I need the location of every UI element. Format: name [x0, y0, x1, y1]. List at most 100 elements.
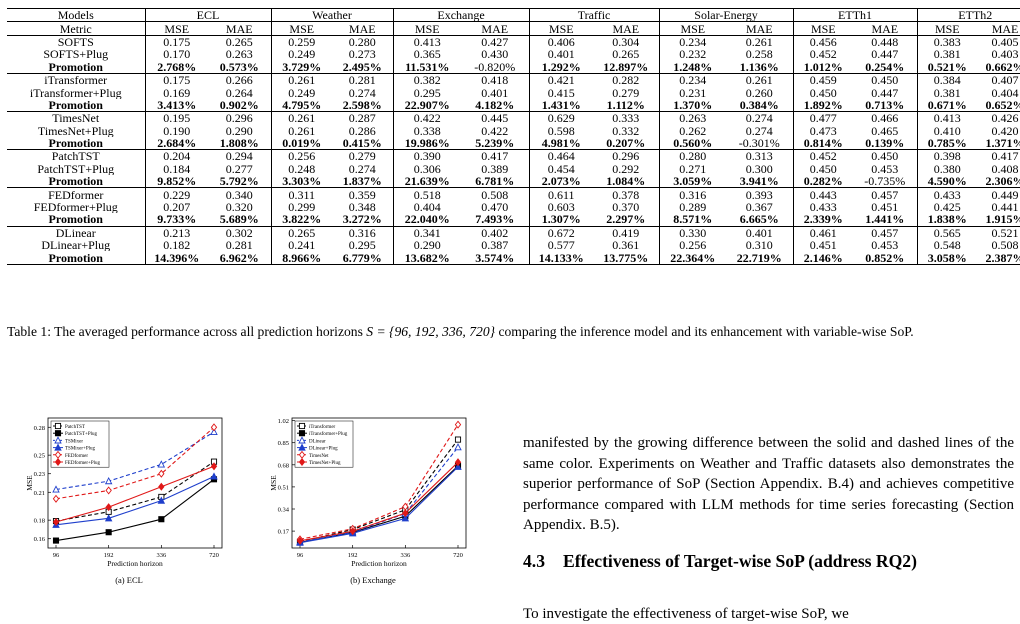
value-cell: 0.393 — [726, 187, 794, 201]
legend-label: DLinear+Plug — [309, 447, 338, 452]
value-cell: 0.289 — [658, 200, 727, 214]
data-point — [349, 527, 356, 536]
value-cell: 0.405 — [977, 34, 1020, 49]
value-cell: 0.422 — [481, 124, 509, 137]
value-cell: 13.682% — [392, 251, 462, 265]
value-cell: 0.402 — [461, 225, 530, 240]
y-tick-label: 0.25 — [34, 453, 45, 460]
value-cell: 0.382 — [392, 72, 462, 87]
value-cell: 3.058% — [916, 251, 978, 265]
legend-marker — [54, 430, 62, 437]
legend-marker — [54, 422, 62, 430]
value-cell: 0.447 — [871, 48, 899, 61]
value-cell: 0.457 — [853, 187, 918, 201]
value-cell: 2.495% — [342, 60, 382, 74]
value-cell: 0.273 — [348, 48, 376, 61]
data-point — [105, 486, 112, 495]
metric-header: MSE — [658, 21, 727, 36]
model-name-cell: TimesNet+Plug — [37, 124, 114, 137]
value-cell: 0.404 — [392, 200, 462, 214]
value-cell: 0.370 — [612, 200, 640, 214]
value-cell: 1.431% — [528, 98, 594, 112]
value-cell: 0.465 — [871, 124, 899, 137]
value-cell: 0.290 — [225, 124, 253, 137]
model-name-cell: iTransformer+Plug — [29, 86, 122, 99]
value-cell: 0.286 — [348, 124, 376, 137]
legend-marker — [54, 457, 62, 467]
value-cell: 0.262 — [658, 124, 727, 137]
value-cell: 0.417 — [461, 149, 530, 163]
plot-frame — [47, 417, 223, 549]
data-point — [210, 472, 218, 480]
data-point — [158, 469, 165, 478]
value-cell: 0.454 — [528, 162, 594, 176]
y-axis-label: MSE — [269, 475, 278, 491]
metric-header: MAE — [726, 21, 794, 36]
value-cell: 0.430 — [481, 48, 509, 61]
y-tick-label: 0.23 — [34, 471, 45, 478]
value-cell: 6.779% — [332, 251, 394, 265]
value-cell: 9.852% — [144, 175, 208, 188]
value-cell: 1.915% — [985, 213, 1020, 227]
data-point — [454, 436, 462, 443]
model-name-cell: Promotion — [48, 98, 103, 112]
value-cell: 1.441% — [865, 213, 905, 227]
series-line — [55, 476, 215, 526]
x-tick-label: 192 — [104, 552, 114, 559]
legend-marker — [54, 443, 62, 451]
data-point — [105, 503, 112, 512]
value-cell: 0.573% — [219, 60, 259, 74]
dataset-header: Solar-Energy — [658, 7, 794, 23]
series-line — [299, 446, 459, 543]
legend-label: iTransformer+Plug — [309, 432, 348, 437]
value-cell: 0.302 — [208, 225, 272, 240]
value-cell: 0.420 — [991, 124, 1019, 137]
x-tick-label: 720 — [209, 552, 219, 559]
value-cell: 0.279 — [332, 149, 394, 163]
value-cell: 2.297% — [606, 213, 646, 227]
value-cell: 0.311 — [270, 187, 333, 201]
legend-label: DLinear — [309, 439, 326, 444]
model-name-cell: Promotion — [48, 175, 103, 188]
value-cell: 0.274 — [745, 124, 773, 137]
value-cell: 0.304 — [593, 34, 660, 49]
value-cell: 0.451 — [792, 239, 854, 252]
data-point — [157, 460, 166, 468]
value-cell: 0.313 — [726, 149, 794, 163]
value-cell: 0.260 — [745, 86, 773, 99]
value-cell: 0.413 — [916, 111, 978, 125]
value-cell: 1.892% — [792, 98, 854, 112]
x-tick-label: 336 — [400, 552, 411, 559]
value-cell: 4.182% — [475, 98, 515, 112]
model-name-cell: DLinear — [7, 225, 145, 240]
dataset-header: Traffic — [528, 7, 660, 23]
value-cell: 0.384% — [739, 98, 779, 112]
data-point — [210, 462, 218, 471]
model-name-cell: Promotion — [48, 213, 103, 227]
data-point — [52, 537, 60, 544]
value-cell: 0.459 — [792, 72, 854, 87]
metric-header: MSE — [792, 21, 854, 36]
value-cell: 1.248% — [658, 60, 727, 74]
value-cell: 0.296 — [208, 111, 272, 125]
value-cell: 0.282 — [593, 72, 660, 87]
value-cell: 0.403 — [991, 48, 1019, 61]
value-cell: 0.450 — [792, 162, 854, 176]
table-row: TimesNet+Plug 0.190 0.290 0.261 0.286 0.338 0.… — [7, 124, 1020, 137]
value-cell: 0.450 — [853, 149, 918, 163]
legend-marker — [298, 457, 306, 467]
value-cell: 3.303% — [270, 175, 333, 188]
value-cell: 2.146% — [792, 251, 854, 265]
metric-header: MAE — [593, 21, 660, 36]
body-paragraph: manifested by the growing difference bet… — [523, 435, 1014, 533]
value-cell: 0.299 — [270, 200, 333, 214]
value-cell: 0.310 — [745, 239, 773, 252]
value-cell: 8.571% — [658, 213, 727, 227]
value-cell: 1.370% — [658, 98, 727, 112]
value-cell: 0.464 — [528, 149, 594, 163]
value-cell: 0.415% — [342, 136, 382, 150]
value-cell: 5.792% — [219, 175, 259, 188]
value-cell: 0.261 — [726, 72, 794, 87]
legend-marker — [298, 430, 306, 437]
value-cell: 0.457 — [853, 225, 918, 240]
